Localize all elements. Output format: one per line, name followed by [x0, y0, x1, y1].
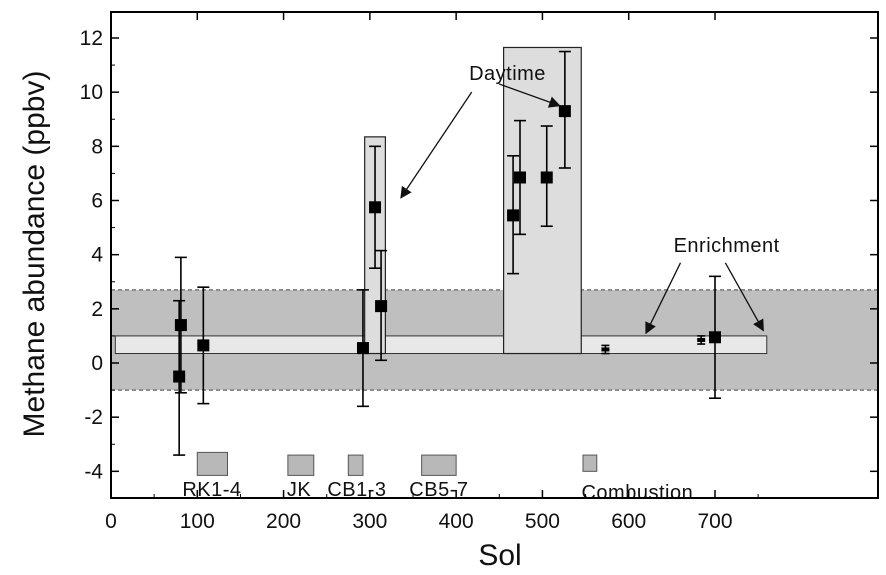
x-tick-label: 400: [439, 510, 474, 533]
annotation-arrow: [724, 262, 764, 332]
annotation-arrow: [400, 91, 473, 199]
data-point: [558, 105, 571, 118]
x-tick-label: 200: [266, 510, 301, 533]
y-tick-label: 6: [91, 190, 103, 213]
campaign-marker: [196, 451, 228, 476]
campaign-marker: [421, 454, 457, 476]
y-axis-title: Methane abundance (ppbv): [18, 71, 51, 438]
y-tick-label: 8: [91, 135, 103, 158]
background-level-band: [114, 335, 768, 355]
x-tick-label: 0: [105, 510, 117, 533]
x-tick-label: 700: [697, 510, 732, 533]
annotation-label: Daytime: [469, 63, 546, 85]
data-point: [513, 171, 526, 184]
data-point: [601, 347, 610, 352]
data-point: [197, 339, 210, 352]
x-axis-title: Sol: [478, 539, 521, 572]
x-tick-label: 600: [611, 510, 646, 533]
y-tick-label: 10: [80, 81, 103, 104]
data-point: [356, 342, 369, 355]
y-tick-label: 0: [91, 352, 103, 375]
campaign-marker: [287, 454, 315, 476]
data-point: [507, 209, 520, 222]
y-tick-label: -2: [84, 406, 103, 429]
x-tick-label: 100: [180, 510, 215, 533]
campaign-label: CB1-3: [327, 479, 386, 501]
x-tick-label: 300: [352, 510, 387, 533]
campaign-marker: [582, 454, 598, 472]
campaign-label: CB5-7: [409, 479, 468, 501]
annotation-label: Enrichment: [674, 235, 780, 257]
data-point: [173, 370, 186, 383]
annotation-arrow: [645, 262, 682, 335]
campaign-marker: [347, 454, 364, 476]
data-point: [174, 319, 187, 332]
x-tick-label: 500: [525, 510, 560, 533]
spike-highlight-box: [503, 46, 582, 355]
annotation-arrow: [499, 83, 561, 108]
data-point: [375, 300, 388, 313]
campaign-label: JK: [287, 479, 312, 501]
y-tick-label: 2: [91, 298, 103, 321]
campaign-label: Combustion: [581, 482, 693, 504]
y-tick-label: 4: [91, 244, 103, 267]
data-point: [697, 337, 706, 342]
y-tick-label: -4: [84, 460, 103, 483]
data-point: [540, 171, 553, 184]
y-tick-label: 12: [80, 27, 103, 50]
data-point: [709, 331, 721, 344]
data-point: [369, 201, 382, 214]
